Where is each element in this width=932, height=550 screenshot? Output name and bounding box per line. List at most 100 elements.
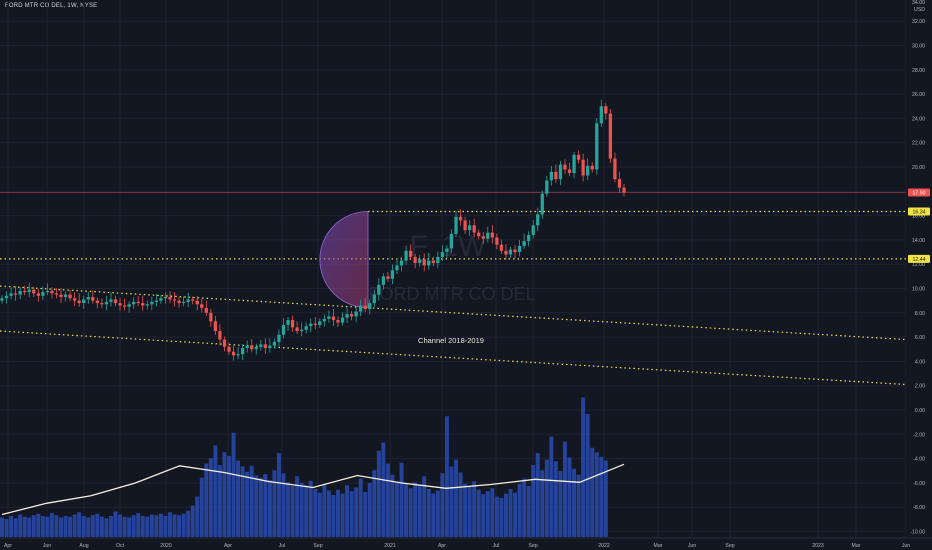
volume-bar — [208, 458, 213, 537]
candle-body — [563, 164, 567, 170]
volume-bar — [458, 472, 463, 537]
candle-body — [499, 244, 504, 251]
volume-bar — [313, 489, 318, 537]
volume-bar — [149, 514, 154, 537]
candle-body — [254, 346, 258, 350]
volume-bar — [349, 491, 354, 537]
candle-body — [427, 260, 431, 266]
candle-body — [122, 305, 127, 307]
candle-body — [286, 320, 290, 325]
candle-body — [327, 316, 331, 319]
price-tick-label: 12.00 — [912, 262, 925, 268]
candle-body — [222, 339, 227, 347]
candle-body — [295, 327, 299, 332]
time-tick-label: Jun — [902, 543, 910, 549]
volume-bar — [572, 468, 577, 537]
volume-bar — [563, 441, 567, 537]
volume-bar — [367, 483, 372, 537]
candle-body — [95, 300, 99, 304]
price-tick-label: -2.00 — [913, 432, 925, 438]
candle-body — [490, 232, 494, 238]
candle-body — [590, 165, 594, 170]
channel-upper-line — [0, 285, 907, 341]
volume-bar — [136, 513, 141, 537]
candle-body — [458, 216, 463, 221]
upper-level-badge-bg — [908, 207, 930, 216]
volume-bar — [154, 515, 159, 537]
volume-bar — [249, 465, 254, 537]
candle-body — [440, 252, 445, 257]
candle-body — [268, 345, 272, 349]
volume-bar — [263, 474, 268, 537]
candle-body — [181, 301, 186, 304]
candle-body — [36, 293, 40, 296]
volume-bar — [204, 463, 209, 537]
volume-bar — [358, 478, 363, 537]
volume-bar — [336, 489, 340, 537]
volume-bar — [413, 482, 418, 537]
volume-bar — [77, 512, 82, 537]
volume-bar — [399, 462, 404, 537]
volume-bar — [590, 447, 595, 537]
candle-body — [59, 294, 63, 298]
candle-body — [209, 312, 213, 322]
volume-bar — [254, 475, 259, 537]
drawing-layer[interactable]: Channel 2018-2019 — [0, 192, 907, 386]
watermark-ticker: F, 1W — [410, 230, 487, 263]
candle-body — [18, 290, 22, 295]
candle-body — [572, 154, 576, 174]
volume-bar — [417, 485, 422, 537]
volume-bar — [440, 473, 445, 537]
volume-bar — [86, 517, 91, 537]
lower-level-badge: 12.44 — [913, 257, 926, 263]
volume-bar — [127, 517, 132, 537]
candle-body — [145, 304, 149, 306]
volume-bar — [172, 514, 177, 537]
candle-body — [390, 270, 395, 279]
candle-body — [463, 220, 467, 231]
candle-body — [54, 293, 59, 295]
time-tick-label: Oct — [116, 543, 125, 549]
candle-layer — [0, 99, 626, 361]
volume-bar — [581, 397, 586, 537]
volume-bar — [95, 513, 100, 537]
volume-bar — [186, 510, 191, 537]
volume-bar — [31, 515, 36, 537]
volume-bar — [304, 485, 309, 537]
volume-bar — [104, 518, 109, 537]
candle-body — [91, 297, 95, 301]
candle-body — [41, 292, 45, 296]
candle-body — [345, 314, 349, 318]
volume-bar — [476, 489, 481, 537]
volume-bar — [363, 492, 368, 537]
candle-body — [32, 289, 36, 294]
candle-body — [349, 314, 354, 317]
candle-body — [604, 106, 608, 114]
volume-bar — [567, 457, 572, 537]
candle-body — [213, 321, 218, 332]
candle-body — [218, 331, 222, 340]
candle-body — [127, 304, 131, 307]
candle-body — [477, 232, 481, 237]
price-tick-label: -4.00 — [913, 457, 925, 463]
symbol-title: FORD MTR CO DEL, 1W, NYSE — [5, 3, 98, 9]
volume-bar — [45, 516, 50, 537]
volume-layer — [0, 397, 625, 537]
volume-bar — [331, 495, 336, 537]
candle-body — [45, 290, 50, 293]
volume-bar — [354, 487, 359, 537]
volume-bar — [68, 516, 73, 537]
candle-body — [608, 113, 613, 159]
time-tick-label: Aug — [79, 543, 88, 549]
time-tick-label: Mar — [654, 543, 663, 549]
candle-body — [599, 106, 603, 124]
price-tick-label: 32.00 — [912, 19, 925, 25]
volume-bar — [594, 452, 599, 537]
volume-bar — [454, 459, 458, 537]
candle-body — [245, 345, 249, 349]
time-tick-label: Jun — [43, 543, 51, 549]
candle-body — [163, 297, 168, 299]
candle-body — [622, 187, 626, 193]
time-tick-label: Jun — [688, 543, 696, 549]
